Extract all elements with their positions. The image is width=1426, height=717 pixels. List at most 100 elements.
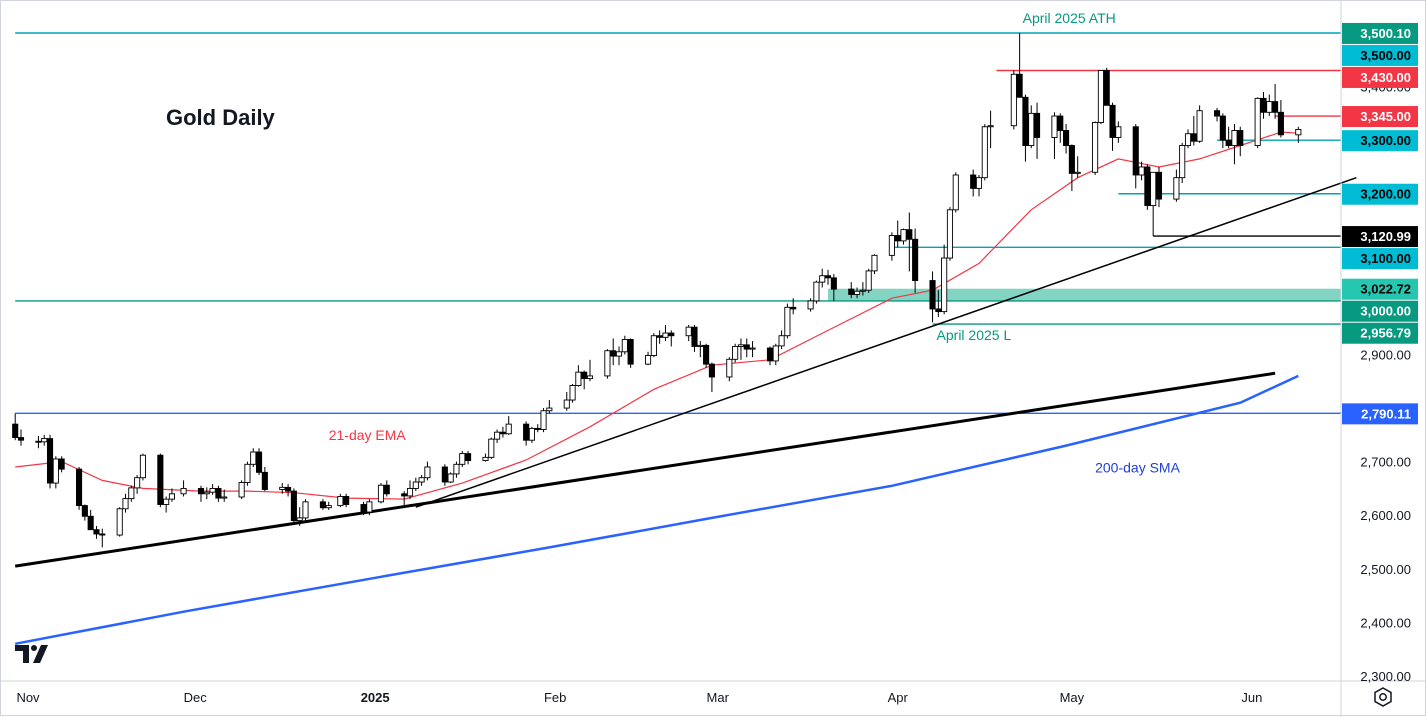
candle-body	[494, 431, 501, 440]
x-tick-label: Jun	[1241, 690, 1262, 705]
candle-body	[569, 385, 576, 401]
candle-body	[865, 270, 872, 291]
candle-body	[888, 235, 895, 256]
candle-body	[575, 371, 582, 387]
candle-body	[772, 345, 779, 362]
candle-body	[255, 451, 263, 473]
candle-body	[290, 490, 297, 522]
candle-body	[691, 326, 698, 347]
candle-body	[337, 496, 344, 507]
candle-body	[1010, 73, 1017, 127]
y-tick-label: 2,500.00	[1360, 562, 1411, 577]
x-tick-label: 2025	[361, 690, 390, 705]
tradingview-logo-icon[interactable]	[15, 643, 55, 665]
price-badge-label: 3,430.00	[1360, 70, 1411, 85]
candle-body	[523, 423, 530, 441]
price-badge	[1342, 130, 1418, 152]
candle-body	[366, 501, 373, 513]
candle-body	[563, 399, 570, 409]
candle-body	[128, 487, 135, 500]
candle-body	[1295, 128, 1302, 136]
y-tick-label: 2,400.00	[1360, 615, 1411, 630]
price-badge-label: 3,500.10	[1360, 26, 1411, 41]
candle-body	[12, 423, 19, 438]
candle-body	[981, 126, 988, 179]
candle-body	[912, 238, 919, 281]
price-badge	[1342, 300, 1418, 322]
candle-body	[163, 498, 170, 505]
candle-body	[157, 454, 164, 505]
price-badge-label: 3,120.99	[1360, 229, 1411, 244]
candle-body	[505, 423, 512, 435]
candle-body	[418, 477, 425, 483]
candle-body	[1144, 166, 1151, 206]
candle-body	[99, 533, 106, 536]
candle-body	[377, 484, 385, 503]
candle-body	[1231, 130, 1238, 146]
candle-body	[261, 471, 268, 490]
candle-body	[87, 515, 94, 531]
candle-body	[244, 463, 251, 483]
price-badge-label: 3,022.72	[1360, 282, 1411, 297]
settings-gear-icon[interactable]	[1373, 687, 1393, 707]
candle-body	[900, 229, 907, 242]
candle-body	[424, 466, 431, 479]
candle-body	[871, 254, 878, 272]
candle-body	[743, 344, 750, 350]
candle-body	[1184, 133, 1192, 146]
candle-body	[975, 177, 983, 189]
ma-line-0	[15, 131, 1299, 500]
candle-body	[941, 257, 948, 313]
candle-body	[1063, 130, 1070, 146]
x-tick-label: Mar	[707, 690, 730, 705]
candle-body	[383, 484, 390, 495]
candle-body	[116, 508, 123, 536]
candle-body	[644, 355, 652, 365]
candle-body	[848, 288, 855, 295]
price-badge	[1342, 66, 1418, 88]
candle-body	[1277, 111, 1284, 136]
candle-body	[1179, 145, 1186, 179]
y-tick-label: 2,700.00	[1360, 455, 1411, 470]
candle-body	[935, 308, 942, 313]
candle-body	[76, 468, 83, 507]
candle-body	[453, 463, 460, 475]
candle-body	[180, 487, 187, 495]
candle-body	[987, 125, 994, 128]
candle-body	[1237, 130, 1244, 146]
candle-body	[1138, 166, 1145, 176]
candle-body	[627, 339, 634, 365]
price-badge	[1342, 22, 1418, 44]
candle-body	[325, 505, 332, 509]
y-tick-label: 2,600.00	[1360, 508, 1411, 523]
price-badge-label: 2,956.79	[1360, 326, 1411, 341]
price-badge	[1342, 183, 1418, 205]
candle-body	[1266, 101, 1273, 113]
candle-body	[122, 498, 129, 510]
x-tick-label: May	[1060, 690, 1085, 705]
trendline-0	[14, 371, 1276, 568]
candle-body	[1196, 110, 1203, 142]
candle-body	[703, 344, 710, 365]
candle-body	[1016, 73, 1023, 98]
candle-body	[1092, 122, 1099, 173]
candle-body	[447, 473, 454, 483]
candle-body	[656, 335, 663, 338]
candle-body	[528, 427, 535, 441]
candle-body	[1033, 112, 1041, 138]
price-badge-label: 3,000.00	[1360, 304, 1411, 319]
candle-body	[610, 350, 617, 357]
candle-body	[1115, 126, 1122, 138]
price-badge-label: 3,345.00	[1360, 109, 1411, 124]
price-badge	[1342, 403, 1418, 425]
candle-body	[586, 375, 594, 380]
candle-body	[708, 363, 715, 378]
candle-body	[1225, 139, 1232, 146]
price-badge-label: 3,500.00	[1360, 48, 1411, 63]
x-tick-label: Nov	[16, 690, 40, 705]
candle-body	[81, 505, 88, 517]
candle-body	[1213, 110, 1221, 117]
support-zone	[828, 288, 1341, 301]
candle-body	[459, 453, 466, 465]
